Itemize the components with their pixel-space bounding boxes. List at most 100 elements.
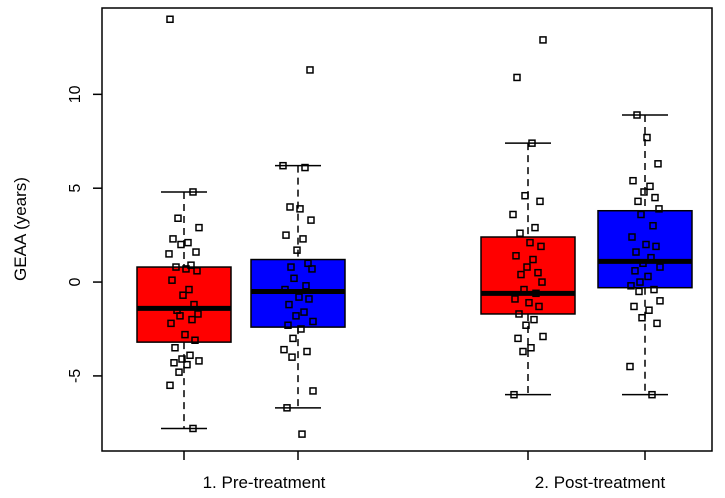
data-point [651, 193, 659, 202]
data-point [296, 205, 304, 213]
data-point [515, 310, 523, 318]
data-point [297, 325, 305, 333]
data-point [536, 197, 544, 206]
data-point [649, 221, 657, 230]
data-point [633, 111, 641, 119]
data-point [195, 223, 203, 232]
data-point [523, 263, 531, 271]
x-tick-label: 1. Pre-treatment [203, 473, 326, 492]
data-point [530, 315, 538, 324]
data-point [509, 210, 517, 219]
data-point [532, 289, 540, 298]
box-body [136, 266, 232, 343]
data-point [181, 330, 189, 339]
data-point [165, 250, 173, 258]
data-point [171, 344, 179, 352]
data-point [526, 238, 534, 247]
x-axis: 1. Pre-treatment 2. Post-treatment [183, 451, 666, 492]
data-point [282, 231, 290, 239]
data-point [169, 235, 177, 243]
data-point [635, 287, 643, 296]
data-point [186, 351, 194, 360]
box-1-1 [136, 15, 232, 433]
data-point [655, 205, 663, 213]
data-point [525, 298, 533, 307]
data-point [634, 197, 642, 206]
data-point [189, 424, 197, 433]
data-point [514, 334, 522, 343]
y-axis-label: GEAA (years) [11, 177, 30, 281]
data-point [517, 270, 525, 279]
data-point [510, 390, 518, 399]
data-point [288, 353, 296, 361]
y-tick-label: 0 [67, 278, 84, 287]
data-point [640, 188, 648, 196]
data-point [190, 300, 198, 309]
data-point [172, 263, 180, 271]
data-point [193, 267, 201, 275]
data-point [184, 238, 192, 247]
data-point [511, 295, 519, 303]
data-point [175, 368, 183, 376]
y-axis: -5 0 5 10 [67, 85, 102, 383]
data-point [627, 282, 635, 290]
data-point [283, 404, 291, 412]
box-2-2 [597, 111, 693, 399]
data-point [656, 297, 664, 305]
data-point [292, 312, 300, 320]
data-point [644, 272, 652, 281]
data-point [304, 259, 312, 268]
box-2-1 [480, 36, 576, 399]
data-point [521, 191, 529, 200]
data-point [513, 73, 521, 82]
data-point [537, 242, 545, 251]
box-body [480, 236, 576, 315]
data-point [166, 381, 174, 390]
data-point [187, 261, 195, 269]
data-point [535, 302, 543, 311]
x-tick-label: 2. Post-treatment [535, 473, 666, 492]
data-point [656, 263, 664, 271]
data-point [182, 265, 190, 273]
data-point [631, 267, 639, 275]
plot-frame [101, 7, 713, 452]
data-point [293, 246, 301, 254]
data-point [191, 336, 199, 344]
data-point [309, 317, 317, 326]
data-point [168, 276, 176, 284]
data-point [302, 282, 310, 290]
data-point [279, 161, 287, 170]
data-point [188, 315, 196, 324]
data-point [626, 362, 634, 371]
data-point [287, 263, 295, 271]
data-point [290, 274, 298, 283]
data-point [189, 188, 197, 196]
data-point [646, 182, 654, 191]
data-point [648, 390, 656, 399]
box-groups [136, 15, 693, 438]
data-point [179, 291, 187, 299]
data-point [299, 235, 307, 243]
data-point [653, 319, 661, 328]
data-point [652, 242, 660, 251]
data-point [307, 216, 315, 224]
data-point [529, 255, 537, 264]
data-point [539, 36, 547, 44]
data-point [300, 308, 308, 316]
data-point [176, 312, 184, 320]
data-point [167, 319, 175, 328]
data-point [520, 285, 528, 294]
data-point [183, 360, 191, 369]
y-tick-label: -5 [67, 369, 84, 383]
data-point [528, 139, 536, 147]
data-point [519, 347, 527, 356]
data-point [512, 252, 520, 260]
data-point [174, 214, 182, 222]
data-point [654, 160, 662, 168]
data-point [308, 265, 316, 273]
data-point [527, 344, 535, 352]
data-point [632, 248, 640, 256]
data-point [301, 163, 309, 172]
data-point [636, 278, 644, 286]
